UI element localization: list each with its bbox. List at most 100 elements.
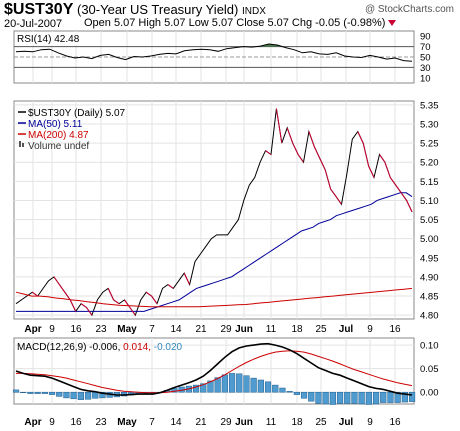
macd-histogram-bar: [344, 391, 351, 404]
rsi-tick-label: 10: [420, 73, 431, 84]
price-down-segment: [389, 177, 397, 186]
x-tick-label: May: [117, 324, 137, 335]
quote-values: Open 5.07 High 5.07 Low 5.07 Close 5.07 …: [84, 17, 386, 29]
rsi-tick-label: 90: [420, 32, 431, 43]
x-tick-label: 14: [170, 324, 182, 335]
macd-histogram-bar: [286, 391, 293, 393]
price-down-segment: [167, 284, 174, 289]
x-tick-label: Apr: [24, 417, 41, 428]
price-tick-label: 4.90: [420, 272, 439, 283]
price-down-segment: [107, 288, 115, 301]
x-tick-label: 9: [49, 324, 55, 335]
macd-histogram-bar: [372, 391, 380, 405]
down-triangle-icon: [388, 20, 397, 27]
rsi-line: [15, 43, 413, 62]
macd-signal-line: [16, 350, 413, 394]
legend-swatch-volume: [19, 141, 21, 147]
x-tick-label: 9: [367, 324, 373, 335]
x-tick-label: 21: [195, 324, 207, 335]
x-tick-label: Jul: [339, 417, 354, 428]
x-tick-label: 9: [49, 417, 55, 428]
x-tick-label: 18: [291, 417, 303, 428]
legend-swatch-volume-2: [22, 143, 24, 147]
price-down-segment: [330, 188, 337, 197]
symbol: $UST30Y: [4, 1, 74, 18]
rsi-label: RSI(14) 42.48: [17, 34, 80, 45]
x-tick-label: 23: [95, 417, 107, 428]
macd-histogram-bar: [228, 373, 236, 393]
macd-histogram-bar: [315, 391, 322, 404]
x-tick-label: 11: [266, 324, 277, 335]
macd-histogram-bar: [336, 391, 344, 404]
macd-histogram-bar: [56, 391, 63, 397]
rsi-tick-label: 30: [420, 63, 431, 74]
price-legend: $UST30Y (Daily) 5.07 MA(50) 5.11 MA(200)…: [18, 108, 126, 152]
price-tick-label: 5.10: [420, 196, 439, 207]
price-down-segment: [58, 284, 66, 293]
macd-histogram-bar: [322, 391, 329, 405]
price-down-segment: [265, 150, 272, 155]
macd-histogram-bar: [264, 381, 272, 393]
macd-histogram-bar: [293, 391, 300, 395]
price-tick-label: 5.20: [420, 158, 439, 169]
macd-histogram-bar: [250, 377, 257, 393]
ma50-line: [16, 192, 413, 312]
macd-histogram-bar: [243, 375, 250, 393]
price-down-segment: [335, 196, 342, 205]
x-tick-label: 16: [70, 324, 82, 335]
price-tick-label: 5.35: [420, 100, 439, 111]
macd-tick-label: 0.00: [420, 388, 439, 399]
macd-histogram-bar: [329, 391, 336, 405]
macd-tick-label: 0.10: [420, 341, 439, 352]
macd-histogram-bar: [272, 384, 279, 393]
macd-histogram-bar: [200, 383, 207, 393]
macd-histogram-bar: [308, 391, 315, 402]
rsi-overbought-fill: [251, 44, 286, 47]
x-tick-label: Jun: [235, 324, 253, 335]
price-tick-label: 5.00: [420, 234, 439, 245]
x-tick-label: Jun: [235, 417, 253, 428]
macd-line: [15, 342, 413, 396]
macd-histogram-bar: [207, 380, 214, 393]
x-tick-label: 7: [149, 324, 155, 335]
legend-ma50: MA(50) 5.11: [28, 119, 83, 130]
x-tick-label: 14: [170, 417, 182, 428]
price-down-segment: [379, 154, 386, 163]
watermark: @ StockCharts.com: [364, 4, 454, 15]
x-tick-label: 23: [95, 324, 107, 335]
x-tick-label: 7: [149, 417, 155, 428]
quote-line: Open 5.07 High 5.07 Low 5.07 Close 5.07 …: [84, 17, 397, 29]
macd-histogram-bar: [236, 373, 243, 393]
macd-histogram-bar: [77, 391, 84, 400]
price-down-segment: [69, 299, 77, 312]
price-down-segment: [53, 276, 60, 285]
price-tick-label: 5.05: [420, 215, 439, 226]
macd-histogram-bar: [380, 391, 387, 403]
macd-histogram-bar: [48, 391, 56, 395]
price-down-segment: [308, 131, 315, 148]
price-down-segment: [313, 146, 321, 159]
price-down-segment: [286, 127, 294, 144]
price-tick-label: 5.25: [420, 139, 439, 150]
macd-histogram-bar: [171, 388, 178, 393]
macd-signal-value: 0.014,: [123, 342, 151, 353]
macd-histogram-bar: [214, 377, 221, 393]
price-tick-label: 4.95: [420, 253, 439, 264]
ma200-line: [15, 287, 413, 308]
macd-histogram-bar: [401, 391, 408, 403]
x-tick-label: May: [117, 417, 137, 428]
macd-histogram-bar: [358, 391, 365, 405]
macd-histogram-bar: [84, 391, 92, 400]
price-down-segment: [80, 303, 87, 308]
macd-label-prefix: MACD(12,26,9): [17, 342, 86, 353]
macd-histogram-bar: [12, 389, 20, 393]
rsi-label-bg: [15, 32, 95, 45]
rsi-tick-label: 70: [420, 42, 431, 53]
price-down-segment: [292, 142, 299, 155]
price-down-segment: [368, 165, 375, 178]
x-tick-label: 29: [220, 417, 232, 428]
macd-histogram-bar: [408, 391, 416, 402]
macd-histogram-bar: [394, 391, 401, 403]
price-down-segment: [395, 184, 402, 194]
